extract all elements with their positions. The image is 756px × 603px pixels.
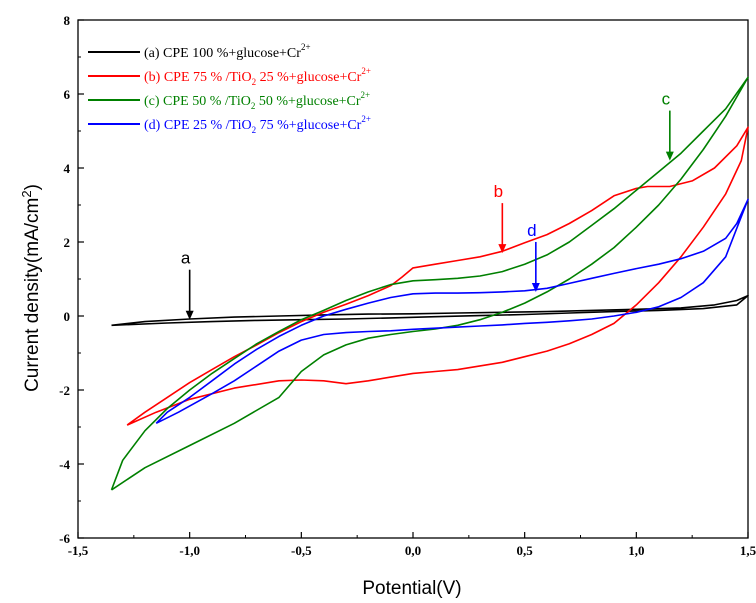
y-tick-label: 0 [64,309,71,324]
annotation-label-d: d [527,221,536,240]
series-line-b [126,126,749,426]
x-tick-label: 0,5 [517,543,534,558]
legend-entry-a: (a) CPE 100 %+glucose+Cr2+ [144,42,311,61]
annotation-label-a: a [181,249,191,268]
x-tick-label: 1,0 [628,543,644,558]
y-tick-label: -6 [59,531,70,546]
x-axis-title: Potential(V) [362,578,461,599]
y-tick-label: 6 [64,87,71,102]
legend-entry-c: (c) CPE 50 % /TiO2 50 %+glucose+Cr2+ [144,90,370,111]
legend-entry-b: (b) CPE 75 % /TiO2 25 %+glucose+Cr2+ [144,66,371,87]
y-tick-label: 4 [64,161,71,176]
annotation-label-c: c [662,90,671,109]
y-tick-label: -2 [59,383,70,398]
y-tick-label: -4 [59,457,70,472]
series-line-c [110,76,749,491]
annotation-arrowhead-d [531,282,540,292]
annotation-label-b: b [494,182,503,201]
x-tick-label: 1,5 [740,543,756,558]
y-tick-label: 2 [64,235,71,250]
annotation-arrowhead-c [665,151,674,161]
x-tick-label: -1,0 [179,543,200,558]
x-tick-label: 0,0 [405,543,421,558]
series-line-a [111,294,749,327]
annotation-arrowhead-b [498,244,507,254]
annotation-arrowhead-a [185,310,194,320]
x-tick-label: -0,5 [291,543,312,558]
x-tick-label: -1,5 [68,543,89,558]
y-axis-title: Current density(mA/cm2) [19,184,44,392]
y-tick-label: 8 [64,13,71,28]
series-line-d [155,198,749,425]
legend-entry-d: (d) CPE 25 % /TiO2 75 %+glucose+Cr2+ [144,114,371,135]
